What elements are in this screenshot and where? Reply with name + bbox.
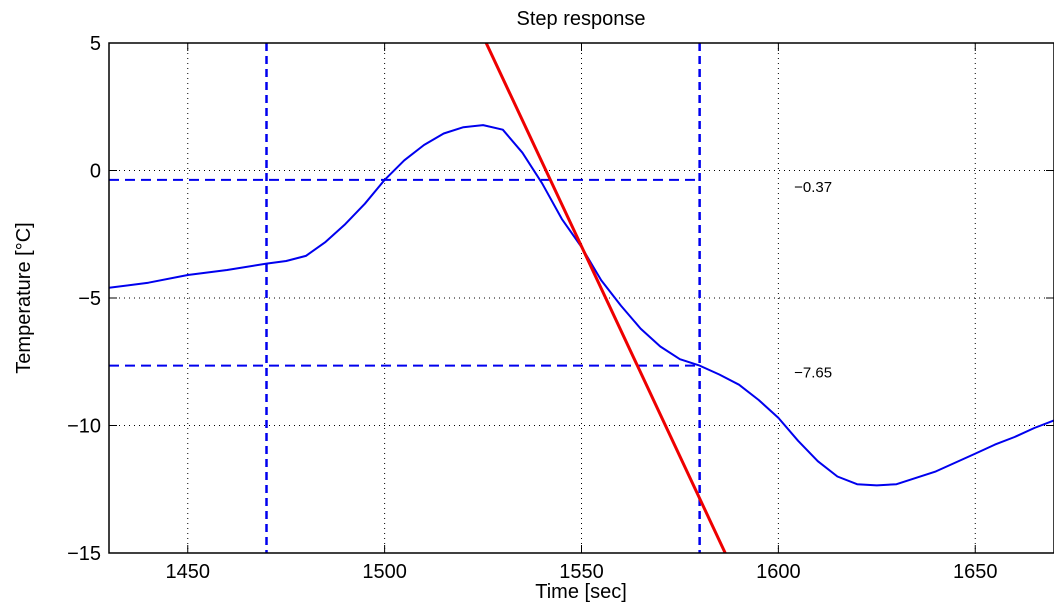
y-tick-label: −10 (67, 416, 101, 438)
chart-title: Step response (517, 8, 646, 30)
x-tick-label: 1600 (756, 561, 801, 583)
annotation-label: −7.65 (794, 365, 832, 382)
grid-lines (109, 42, 1054, 554)
tangent-line (484, 43, 727, 553)
x-tick-label: 1650 (953, 561, 998, 583)
x-tick-label: 1550 (559, 561, 604, 583)
axis-ticks: 1450 1500 1550 1600 1650 5 0 −5 −10 −15 (67, 33, 1054, 583)
y-tick-label: 0 (90, 161, 101, 183)
y-tick-label: −5 (78, 288, 101, 310)
y-tick-label: −15 (67, 543, 101, 565)
y-tick-label: 5 (90, 33, 101, 55)
plot-series: −0.37 −7.65 (109, 43, 1054, 553)
x-tick-label: 1450 (166, 561, 211, 583)
annotation-label: −0.37 (794, 179, 832, 196)
plot-frame (108, 42, 1054, 554)
y-axis-label: Temperature [°C] (13, 222, 35, 373)
temperature-series-line (109, 124, 1054, 487)
x-axis-label: Time [sec] (535, 581, 627, 603)
x-tick-label: 1500 (362, 561, 407, 583)
